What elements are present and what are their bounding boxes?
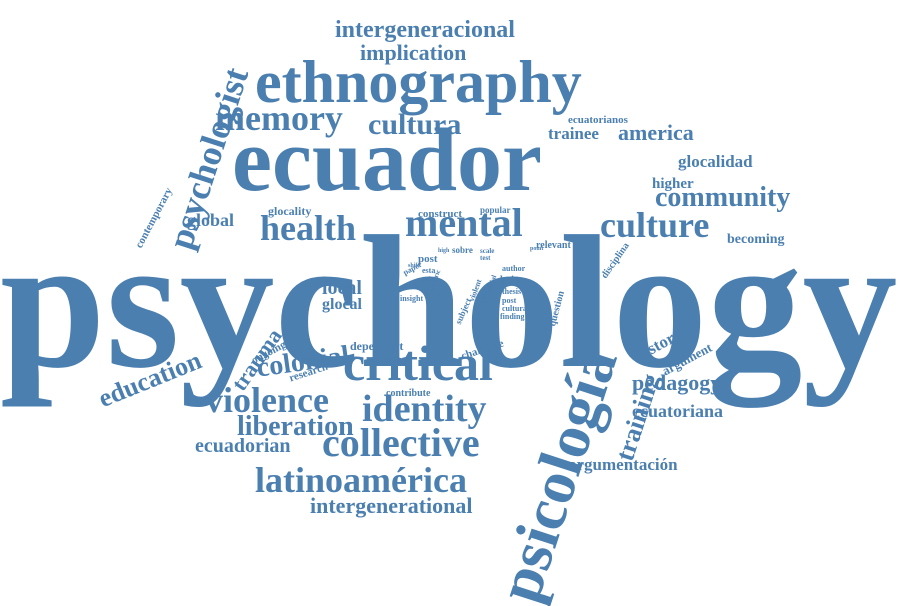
word-14: violence [205, 380, 329, 420]
word-19: implication [360, 40, 467, 65]
word-61: post [502, 296, 517, 305]
word-62: cultural [502, 304, 530, 313]
word-60: thesis [502, 287, 522, 296]
word-10: cultura [368, 108, 462, 141]
word-26: ecuatoriana [632, 401, 723, 421]
word-44: dependent [350, 339, 404, 353]
word-3: ethnography [255, 49, 582, 115]
word-12: community [655, 182, 791, 213]
word-32: higher [652, 176, 694, 192]
word-38: becoming [727, 232, 785, 247]
word-52: sobre [452, 245, 473, 255]
word-59: latin [500, 275, 520, 286]
word-55: esta [422, 266, 436, 275]
word-2: ecuador [232, 111, 542, 210]
word-31: glocalidad [678, 152, 753, 171]
word-34: local [322, 277, 362, 299]
word-7: collective [322, 420, 480, 465]
word-74: shift [408, 263, 420, 269]
word-25: pedagogy [632, 370, 722, 395]
word-16: latinoamérica [255, 460, 467, 500]
word-49: relevant [536, 240, 571, 251]
word-54: post [418, 253, 438, 265]
word-73: point [530, 246, 544, 252]
word-8: mental [405, 200, 523, 245]
word-28: argumentación [568, 455, 678, 474]
word-30: america [618, 120, 694, 145]
word-43: popular [480, 205, 511, 215]
word-71: test [480, 254, 491, 262]
word-6: identity [362, 388, 487, 430]
word-48: contribute [386, 388, 431, 399]
word-42: construct [418, 208, 462, 220]
word-18: intergeneracional [335, 17, 515, 43]
word-72: high [438, 248, 450, 254]
word-15: liberation [237, 411, 354, 442]
word-33: global [187, 210, 235, 230]
word-5: critical [343, 335, 493, 391]
word-41: glocality [268, 204, 312, 218]
word-17: intergenerational [310, 493, 473, 518]
word-56: para [422, 275, 438, 284]
word-13: health [260, 208, 357, 248]
word-35: glocal [322, 296, 362, 313]
word-27: ecuadorian [195, 435, 291, 457]
word-1: psychology [0, 198, 898, 408]
word-57: insight [400, 294, 424, 303]
word-39: ecuatorianos [568, 114, 628, 126]
word-58: author [502, 264, 526, 273]
word-9: memory [215, 98, 343, 138]
word-11: culture [600, 205, 710, 245]
word-29: trainee [548, 124, 599, 143]
word-63: finding [500, 312, 525, 321]
word-53: scale [480, 247, 495, 255]
